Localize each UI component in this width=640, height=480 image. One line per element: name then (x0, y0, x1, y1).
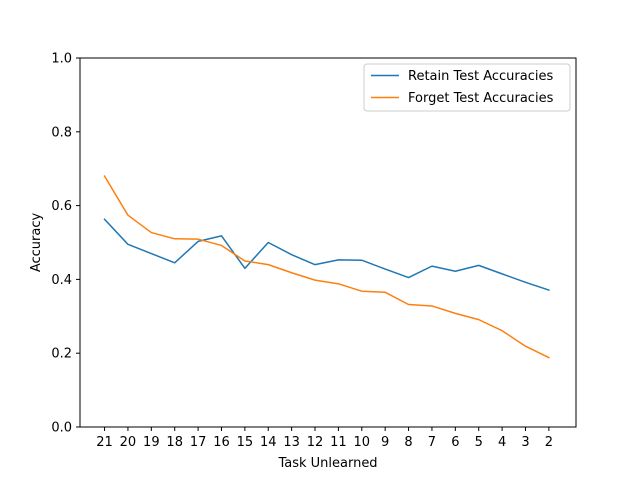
x-tick-label: 20 (120, 435, 137, 450)
series-line-0 (103, 218, 550, 292)
y-axis-label: Accuracy (29, 213, 44, 273)
x-axis-ticks: 21 20 19 18 17 16 15 14 13 12 11 10 9 8 7 6 5 4 3 2 (96, 427, 553, 450)
y-tick-label: 0.0 (51, 421, 72, 436)
x-tick-label: 18 (166, 435, 183, 450)
x-axis-label: Task Unlearned (277, 456, 377, 471)
plot-area-frame (79, 57, 577, 428)
y-tick-label: 0.2 (51, 347, 72, 362)
x-tick-label: 6 (451, 435, 459, 450)
y-tick-label: 1.0 (51, 52, 72, 67)
x-tick-label: 2 (545, 435, 553, 450)
x-tick-label: 3 (521, 435, 529, 450)
legend-label-forget: Forget Test Accuracies (408, 91, 554, 106)
legend-box (363, 63, 571, 112)
x-tick-label: 21 (96, 435, 113, 450)
x-tick-label: 4 (498, 435, 506, 450)
x-tick-label: 8 (404, 435, 412, 450)
y-axis-ticks: 0.0 0.2 0.4 0.6 0.8 1.0 (51, 52, 80, 436)
x-tick-label: 17 (190, 435, 207, 450)
y-tick-label: 0.8 (51, 125, 72, 140)
series-lines (103, 175, 550, 359)
x-tick-label: 7 (428, 435, 436, 450)
legend: Retain Test Accuracies Forget Test Accur… (363, 63, 571, 112)
legend-label-retain: Retain Test Accuracies (408, 69, 553, 84)
y-tick-label: 0.6 (51, 199, 72, 214)
x-tick-label: 16 (213, 435, 230, 450)
x-tick-label: 15 (237, 435, 254, 450)
x-tick-label: 9 (381, 435, 389, 450)
series-line-1 (103, 175, 550, 359)
x-tick-label: 13 (283, 435, 300, 450)
x-tick-label: 5 (475, 435, 483, 450)
y-tick-label: 0.4 (51, 273, 72, 288)
x-tick-label: 11 (330, 435, 347, 450)
x-tick-label: 14 (260, 435, 277, 450)
x-tick-label: 12 (307, 435, 324, 450)
x-tick-label: 19 (143, 435, 160, 450)
x-tick-label: 10 (354, 435, 371, 450)
